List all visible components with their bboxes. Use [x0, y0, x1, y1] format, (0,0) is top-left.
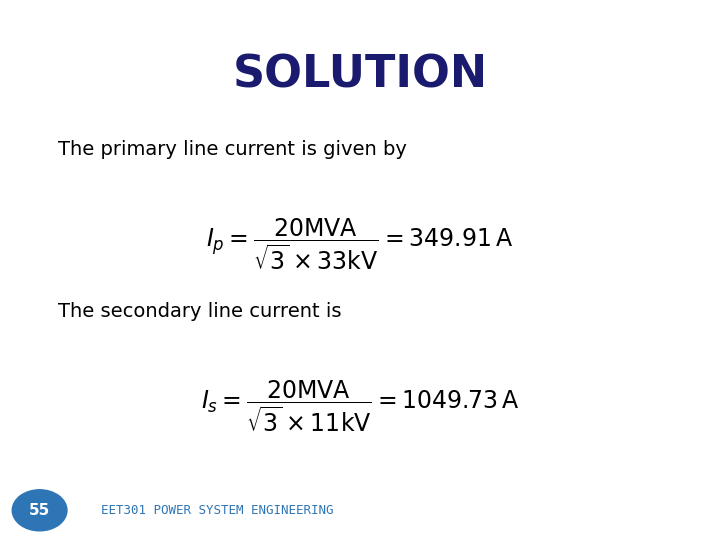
Text: The primary line current is given by: The primary line current is given by — [58, 140, 407, 159]
Circle shape — [12, 490, 67, 531]
Text: $I_p = \dfrac{\mathrm{20MVA}}{\sqrt{3}\times 33\mathrm{kV}} = 349.91\,\mathrm{A}: $I_p = \dfrac{\mathrm{20MVA}}{\sqrt{3}\t… — [207, 216, 513, 272]
Text: SOLUTION: SOLUTION — [233, 54, 487, 97]
Text: The secondary line current is: The secondary line current is — [58, 302, 341, 321]
Text: $I_s = \dfrac{\mathrm{20MVA}}{\sqrt{3}\times 11\mathrm{kV}} = 1049.73\,\mathrm{A: $I_s = \dfrac{\mathrm{20MVA}}{\sqrt{3}\t… — [201, 378, 519, 434]
Text: EET301 POWER SYSTEM ENGINEERING: EET301 POWER SYSTEM ENGINEERING — [101, 504, 333, 517]
Text: 55: 55 — [29, 503, 50, 518]
